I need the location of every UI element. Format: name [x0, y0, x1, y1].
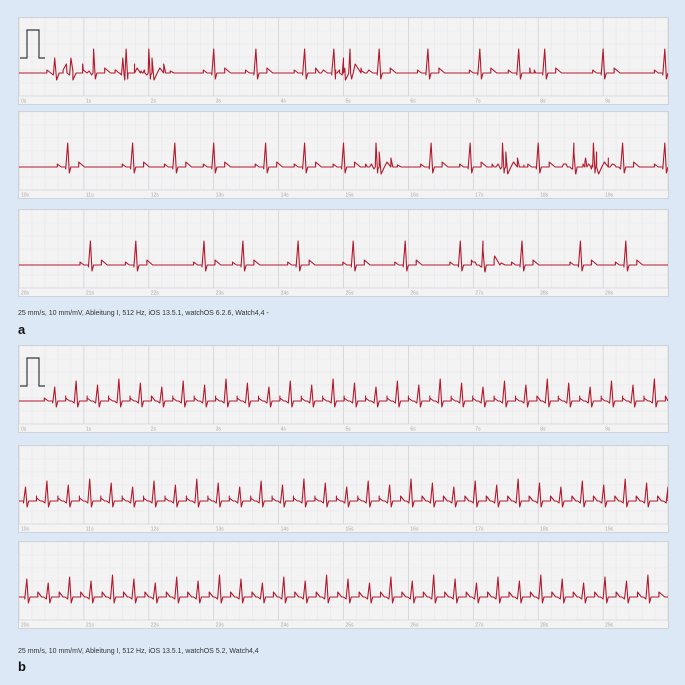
calibration-pulse	[20, 29, 45, 59]
x-tick-label: 6s	[410, 427, 416, 433]
ecg-trace-line	[19, 378, 668, 408]
x-tick-label: 12s	[151, 527, 160, 533]
x-tick-label: 20s	[21, 623, 30, 629]
x-tick-label: 16s	[410, 527, 419, 533]
x-tick-label: 25s	[346, 623, 355, 629]
x-tick-label: 25s	[346, 291, 355, 297]
panel-label-b: b	[18, 659, 26, 674]
x-tick-label: 10s	[21, 193, 30, 199]
x-tick-label: 4s	[281, 99, 287, 105]
x-tick-label: 24s	[281, 291, 290, 297]
ecg-strip-a-1: 0s 1s 2s 3s 4s 5s 6s 7s 8s 9s	[18, 17, 669, 105]
x-tick-label: 14s	[281, 527, 290, 533]
ecg-trace-line	[19, 240, 668, 273]
x-tick-label: 9s	[605, 427, 611, 433]
ecg-grid	[19, 446, 668, 525]
x-tick-label: 0s	[21, 99, 27, 105]
x-tick-label: 7s	[475, 427, 481, 433]
calibration-pulse	[20, 357, 45, 387]
x-tick-label: 26s	[410, 623, 419, 629]
x-tick-label: 1s	[86, 427, 92, 433]
x-tick-label: 13s	[216, 527, 225, 533]
panel-label-a: a	[18, 322, 26, 337]
x-tick-label: 1s	[86, 99, 92, 105]
x-tick-label: 17s	[475, 193, 484, 199]
x-tick-label: 10s	[21, 527, 30, 533]
x-tick-label: 18s	[540, 527, 549, 533]
x-tick-label: 27s	[475, 623, 484, 629]
ecg-caption-b: 25 mm/s, 10 mm/mV, Ableitung I, 512 Hz, …	[18, 648, 259, 655]
ecg-trace-line	[19, 142, 668, 175]
x-tick-label: 19s	[605, 527, 614, 533]
x-tick-label: 13s	[216, 193, 225, 199]
ecg-strip-b-2: 10s 11s 12s 13s 14s 15s 16s 17s 18s 19s	[18, 445, 669, 533]
x-tick-label: 15s	[346, 527, 355, 533]
x-tick-label: 17s	[475, 527, 484, 533]
x-tick-label: 24s	[281, 623, 290, 629]
x-tick-label: 11s	[86, 527, 94, 533]
x-tick-label: 28s	[540, 291, 549, 297]
ecg-strip-b-3: 20s 21s 22s 23s 24s 25s 26s 27s 28s 29s	[18, 541, 669, 629]
ecg-trace-line	[19, 574, 668, 604]
ecg-trace-svg: 20s 21s 22s 23s 24s 25s 26s 27s 28s 29s	[19, 542, 668, 628]
x-tick-label: 16s	[410, 193, 419, 199]
x-tick-label: 9s	[605, 99, 611, 105]
ecg-trace-line	[19, 478, 668, 508]
x-tick-label: 15s	[346, 193, 355, 199]
x-tick-label: 26s	[410, 291, 419, 297]
x-tick-label: 18s	[540, 193, 549, 199]
ecg-trace-svg: 10s 11s 12s 13s 14s 15s 16s 17s 18s 19s	[19, 446, 668, 532]
ecg-caption-a: 25 mm/s, 10 mm/mV, Ableitung I, 512 Hz, …	[18, 310, 269, 317]
x-tick-label: 2s	[151, 99, 157, 105]
x-tick-label: 0s	[21, 427, 27, 433]
ecg-trace-svg: 0s 1s 2s 3s 4s 5s 6s 7s 8s 9s	[19, 18, 668, 104]
x-tick-label: 14s	[281, 193, 290, 199]
ecg-trace-svg: 10s 11s 12s 13s 14s 15s 16s 17s 18s 19s	[19, 112, 668, 198]
ecg-grid	[19, 210, 668, 289]
x-tick-label: 3s	[216, 99, 222, 105]
x-tick-label: 21s	[86, 623, 95, 629]
ecg-grid	[19, 542, 668, 621]
x-tick-label: 5s	[346, 99, 352, 105]
ecg-trace-svg: 20s 21s 22s 23s 24s 25s 26s 27s 28s 29s	[19, 210, 668, 296]
x-tick-label: 8s	[540, 99, 546, 105]
x-tick-label: 2s	[151, 427, 157, 433]
x-tick-label: 6s	[410, 99, 416, 105]
x-tick-label: 27s	[475, 291, 484, 297]
x-tick-label: 20s	[21, 291, 30, 297]
ecg-trace-line	[19, 48, 668, 81]
ecg-grid	[19, 18, 668, 97]
x-tick-label: 29s	[605, 623, 614, 629]
ecg-trace-svg: 0s 1s 2s 3s 4s 5s 6s 7s 8s 9s	[19, 346, 668, 432]
x-tick-label: 28s	[540, 623, 549, 629]
x-tick-label: 7s	[475, 99, 481, 105]
x-tick-label: 8s	[540, 427, 546, 433]
x-tick-label: 22s	[151, 291, 160, 297]
x-tick-label: 29s	[605, 291, 614, 297]
x-tick-label: 4s	[281, 427, 287, 433]
ecg-grid	[19, 346, 668, 425]
x-tick-label: 3s	[216, 427, 222, 433]
x-tick-label: 5s	[346, 427, 352, 433]
ecg-grid	[19, 112, 668, 191]
ecg-strip-b-1: 0s 1s 2s 3s 4s 5s 6s 7s 8s 9s	[18, 345, 669, 433]
x-tick-label: 11s	[86, 193, 94, 199]
x-tick-label: 23s	[216, 623, 225, 629]
ecg-strip-a-2: 10s 11s 12s 13s 14s 15s 16s 17s 18s 19s	[18, 111, 669, 199]
ecg-strip-a-3: 20s 21s 22s 23s 24s 25s 26s 27s 28s 29s	[18, 209, 669, 297]
x-tick-label: 23s	[216, 291, 225, 297]
x-tick-label: 21s	[86, 291, 95, 297]
x-tick-label: 22s	[151, 623, 160, 629]
x-tick-label: 12s	[151, 193, 160, 199]
x-tick-label: 19s	[605, 193, 614, 199]
